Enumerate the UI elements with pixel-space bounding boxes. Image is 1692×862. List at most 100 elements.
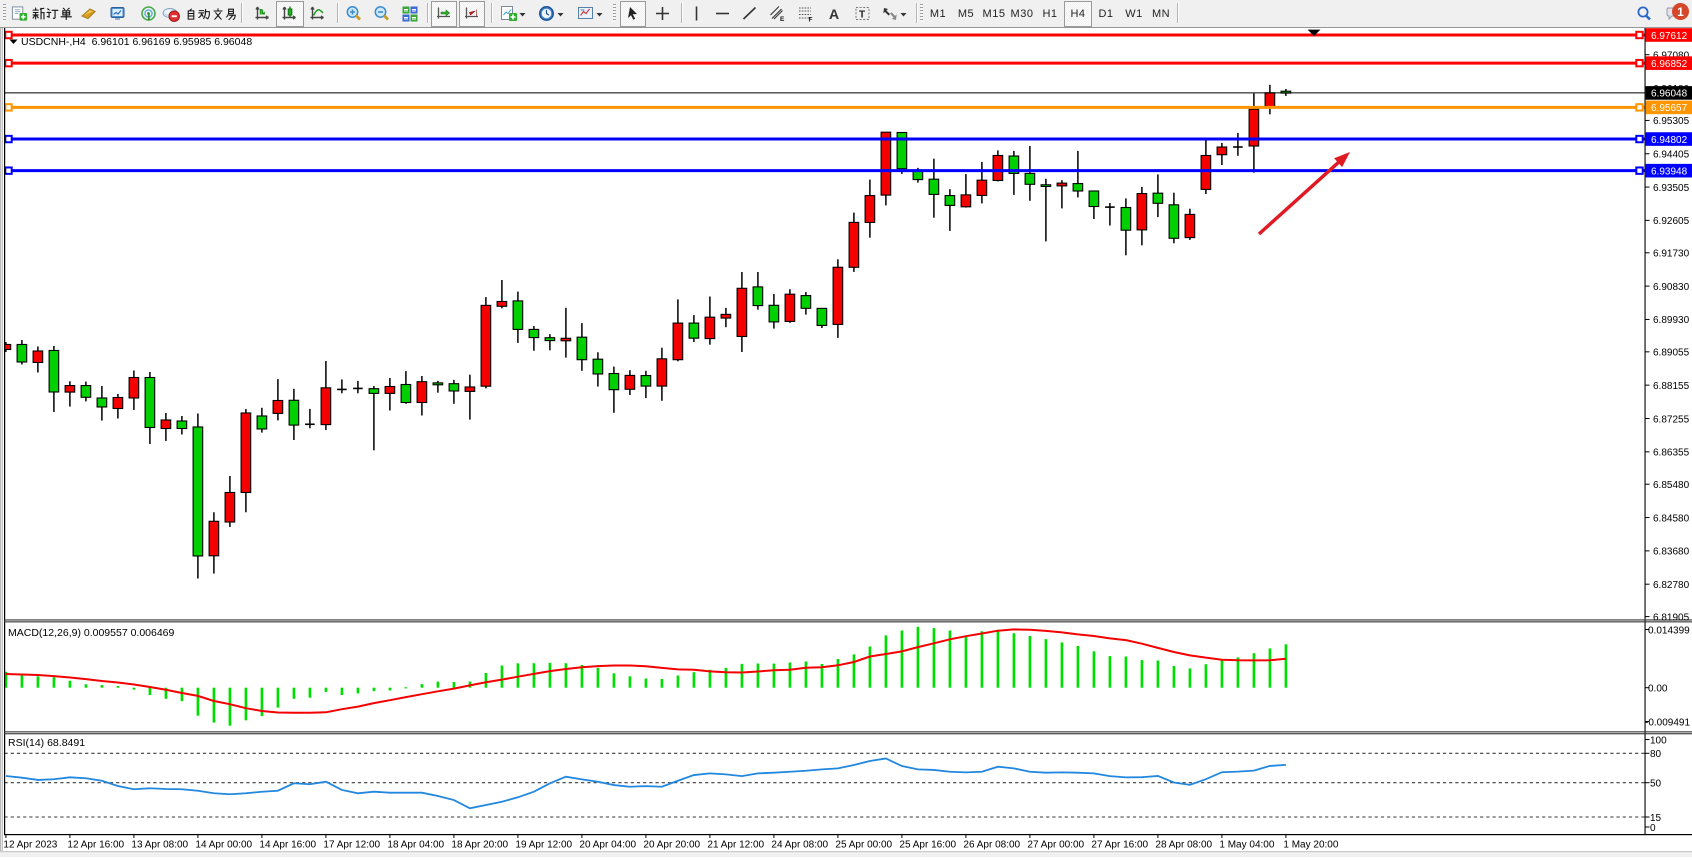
crosshair-button[interactable] <box>650 1 676 27</box>
timeframe-button-D1[interactable]: D1 <box>1094 1 1118 27</box>
templates-button[interactable] <box>574 1 606 27</box>
svg-text:6.92605: 6.92605 <box>1653 216 1690 227</box>
svg-text:6.84580: 6.84580 <box>1653 513 1690 524</box>
periods-icon <box>538 5 556 23</box>
timeframe-button-M5[interactable]: M5 <box>954 1 978 27</box>
indicators-icon <box>500 5 518 23</box>
chart-shift-button[interactable] <box>459 1 485 27</box>
timeframe-button-W1[interactable]: W1 <box>1122 1 1146 27</box>
svg-text:0.014399: 0.014399 <box>1648 625 1690 636</box>
toolbar-separator <box>491 3 493 23</box>
autotrading-button[interactable] <box>162 1 238 27</box>
svg-text:6.95305: 6.95305 <box>1653 116 1690 127</box>
svg-text:6.82780: 6.82780 <box>1653 580 1690 591</box>
price-axis[interactable]: 6.970806.961806.953056.944056.935056.926… <box>1645 28 1692 623</box>
timeframe-button-M1[interactable]: M1 <box>926 1 950 27</box>
timeframe-button-M15[interactable]: M15 <box>980 1 1008 27</box>
cjk-glyph <box>185 8 198 21</box>
candlesticks <box>1 85 1291 579</box>
toolbar-grip[interactable] <box>613 4 616 22</box>
search-button[interactable] <box>1633 1 1655 27</box>
bar-chart-mode-icon <box>254 5 272 23</box>
cursor-button[interactable] <box>620 1 646 27</box>
svg-text:25 Apr 16:00: 25 Apr 16:00 <box>899 840 956 851</box>
chart-canvas[interactable]: NaN" y="0" width="1688" height="1.2" fil… <box>0 28 1692 862</box>
terminal-icon <box>109 5 127 23</box>
text-button[interactable]: A <box>822 1 846 27</box>
timeframe-button-MN[interactable]: MN <box>1148 1 1174 27</box>
toolbar-separator <box>337 3 339 23</box>
svg-text:26 Apr 08:00: 26 Apr 08:00 <box>963 840 1020 851</box>
svg-text:E: E <box>780 16 785 23</box>
tile-windows-icon <box>401 5 419 23</box>
cjk-glyph <box>225 8 238 21</box>
fibonacci-icon: F <box>797 5 815 23</box>
svg-text:13 Apr 08:00: 13 Apr 08:00 <box>131 840 188 851</box>
svg-text:6.93505: 6.93505 <box>1653 183 1690 194</box>
fibonacci-button[interactable]: F <box>793 1 819 27</box>
rsi-label: RSI(14) 68.8491 <box>8 737 85 749</box>
line-chart-mode-button[interactable] <box>306 1 330 27</box>
timeframe-button-H4[interactable]: H4 <box>1064 1 1092 27</box>
cjk-glyph <box>60 7 73 20</box>
chart-window: NaN" y="0" width="1688" height="1.2" fil… <box>0 28 1692 857</box>
tile-windows-button[interactable] <box>398 1 421 27</box>
text-label-button[interactable]: T <box>850 1 876 27</box>
svg-text:1 May 04:00: 1 May 04:00 <box>1219 840 1274 851</box>
svg-text:6.94405: 6.94405 <box>1653 150 1690 161</box>
arrows-icon <box>881 5 899 23</box>
horizontal-lines[interactable] <box>5 32 1645 174</box>
svg-text:28 Apr 08:00: 28 Apr 08:00 <box>1155 840 1212 851</box>
trendline-button[interactable] <box>738 1 762 27</box>
svg-text:-0.009491: -0.009491 <box>1645 717 1690 728</box>
candlestick-mode-icon <box>281 5 299 23</box>
metaeditor-button[interactable] <box>79 1 99 27</box>
bar-chart-mode-button[interactable] <box>252 1 274 27</box>
toolbar-grip[interactable] <box>3 4 6 22</box>
indicators-button[interactable] <box>498 1 528 27</box>
svg-text:T: T <box>859 10 865 21</box>
equidistant-channel-button[interactable]: E <box>765 1 791 27</box>
horizontal-line-icon <box>714 5 732 23</box>
vertical-line-button[interactable] <box>686 1 708 27</box>
zoom-out-button[interactable] <box>370 1 393 27</box>
arrows-button[interactable] <box>879 1 909 27</box>
horizontal-line-button[interactable] <box>711 1 735 27</box>
text-label-icon: T <box>854 5 872 23</box>
chart-shift-icon <box>463 5 481 23</box>
auto-scroll-button[interactable] <box>431 1 457 27</box>
toolbar-grip[interactable] <box>920 4 923 22</box>
dropdown-arrow-icon <box>595 5 604 23</box>
cursor-icon <box>624 5 642 23</box>
terminal-button[interactable] <box>108 1 128 27</box>
notification-badge: 1 <box>1672 3 1689 20</box>
signals-button[interactable] <box>139 1 159 27</box>
zoom-in-button[interactable] <box>342 1 365 27</box>
new-order-button[interactable] <box>11 1 73 27</box>
notifications-button[interactable]: 1 <box>1656 1 1690 27</box>
symbol-dropdown-icon[interactable] <box>10 40 18 45</box>
svg-text:6.90830: 6.90830 <box>1653 282 1690 293</box>
trendline-icon <box>741 5 759 23</box>
periods-button[interactable] <box>535 1 567 27</box>
macd-indicator <box>5 627 1288 726</box>
trend-arrow[interactable] <box>1259 152 1350 234</box>
svg-text:27 Apr 16:00: 27 Apr 16:00 <box>1091 840 1148 851</box>
timeframe-button-M30[interactable]: M30 <box>1008 1 1036 27</box>
templates-icon <box>577 5 595 23</box>
dropdown-arrow-icon <box>899 5 908 23</box>
svg-text:24 Apr 08:00: 24 Apr 08:00 <box>771 840 828 851</box>
svg-text:6.81905: 6.81905 <box>1653 612 1690 623</box>
svg-text:25 Apr 00:00: 25 Apr 00:00 <box>835 840 892 851</box>
svg-text:18 Apr 20:00: 18 Apr 20:00 <box>451 840 508 851</box>
timeframe-button-H1[interactable]: H1 <box>1038 1 1062 27</box>
zoom-in-icon <box>345 5 363 23</box>
toolbar-separator <box>427 3 429 23</box>
candlestick-mode-button[interactable] <box>276 1 304 27</box>
signals-icon <box>140 5 158 23</box>
autotrading-label <box>184 5 238 23</box>
svg-text:50: 50 <box>1650 778 1662 789</box>
